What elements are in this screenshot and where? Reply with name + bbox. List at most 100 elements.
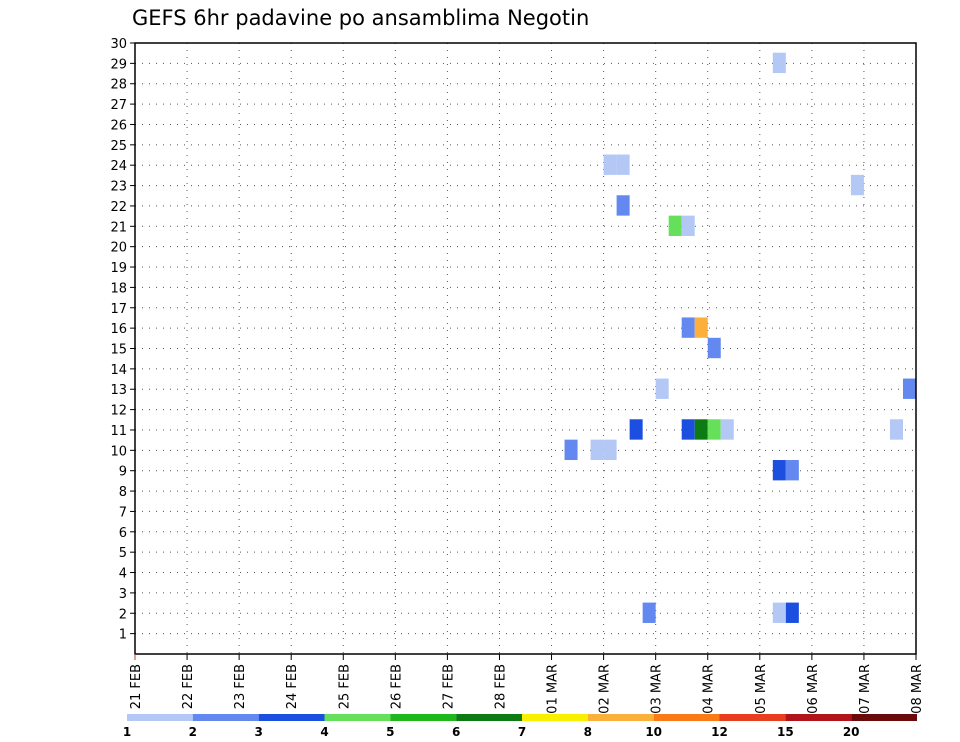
y-tick-label: 5 [119, 546, 127, 561]
legend-swatch [258, 714, 325, 721]
precip-cell [902, 378, 916, 399]
precip-cell [655, 378, 669, 399]
y-tick-label: 19 [110, 261, 127, 276]
x-tick-label: 28 FEB [493, 664, 508, 709]
legend-swatch [587, 714, 654, 721]
y-tick-label: 29 [110, 57, 127, 72]
plot-axes [134, 42, 917, 655]
legend-swatch [522, 714, 588, 721]
y-tick-label: 16 [110, 322, 127, 337]
y-tick-label: 21 [110, 220, 127, 235]
y-tick-label: 10 [110, 444, 127, 459]
x-tick-label: 05 MAR [754, 664, 769, 714]
precip-cell [590, 439, 604, 461]
legend-label: 4 [320, 725, 328, 739]
y-tick-label: 11 [110, 424, 127, 439]
x-tick-label: 01 MAR [546, 664, 561, 714]
precip-cell [681, 419, 695, 440]
y-tick-label: 28 [110, 78, 127, 93]
precip-cell [629, 419, 643, 440]
legend-swatch [785, 714, 852, 721]
y-tick-label: 9 [119, 465, 127, 480]
x-tick-label: 03 MAR [650, 664, 665, 714]
y-axis-ticks: 1234567891011121314151617181920212223242… [110, 37, 135, 643]
legend-label: 1 [123, 725, 131, 739]
precip-cell [772, 602, 786, 623]
y-tick-label: 25 [110, 139, 127, 154]
y-tick-label: 3 [119, 587, 127, 602]
y-tick-label: 14 [110, 363, 127, 378]
y-tick-label: 4 [119, 567, 127, 582]
y-tick-label: 23 [110, 180, 127, 195]
legend-label: 10 [645, 725, 662, 739]
precip-cell [772, 52, 786, 74]
precip-cell [616, 195, 630, 216]
y-tick-label: 8 [119, 485, 127, 500]
precip-cell [785, 460, 799, 481]
y-tick-label: 22 [110, 200, 127, 215]
x-tick-label: 02 MAR [598, 664, 613, 714]
grid-lines [135, 42, 916, 654]
legend-swatch [456, 714, 522, 721]
x-tick-label: 23 FEB [233, 664, 248, 709]
precip-cell [603, 439, 617, 461]
legend-label: 15 [777, 725, 794, 739]
ensemble-cells [564, 52, 916, 623]
precip-cell [616, 154, 630, 175]
legend-swatch [851, 714, 917, 721]
y-tick-label: 1 [119, 628, 127, 643]
color-legend: 1 2 3 4 5 6 7 8 10 12 15 20 [123, 714, 917, 739]
legend-swatch [192, 714, 259, 721]
x-tick-label: 07 MAR [858, 664, 873, 714]
y-tick-label: 12 [110, 404, 127, 419]
y-tick-label: 30 [110, 37, 127, 52]
legend-swatch [653, 714, 720, 721]
precip-cell [681, 317, 695, 338]
legend-swatch [719, 714, 786, 721]
precip-cell [694, 419, 708, 440]
legend-label: 7 [518, 725, 526, 739]
precip-cell [642, 602, 656, 623]
legend-label: 8 [584, 725, 592, 739]
x-axis-ticks: 21 FEB 22 FEB 23 FEB 24 FEB 25 FEB 26 FEB 27 F… [129, 654, 925, 714]
y-tick-label: 17 [110, 302, 127, 317]
x-tick-label: 25 FEB [337, 664, 352, 709]
precip-cell [668, 215, 682, 236]
y-tick-label: 6 [119, 526, 127, 541]
x-tick-label: 27 FEB [441, 664, 456, 709]
precip-cell [603, 154, 617, 175]
y-tick-label: 13 [110, 383, 127, 398]
legend-label: 20 [843, 725, 860, 739]
legend-swatch [324, 714, 391, 721]
precip-cell [694, 317, 708, 338]
precip-cell [772, 460, 786, 481]
legend-swatch [127, 714, 193, 721]
y-tick-label: 15 [110, 343, 127, 358]
precip-cell [889, 419, 903, 440]
x-tick-label: 22 FEB [181, 664, 196, 709]
precip-cell [564, 439, 578, 461]
x-tick-label: 04 MAR [702, 664, 717, 714]
precip-cell [720, 419, 734, 440]
plot-frame [134, 42, 917, 655]
legend-label: 6 [452, 725, 460, 739]
precip-cell [707, 337, 721, 359]
chart-title: GEFS 6hr padavine po ansamblima Negotin [132, 6, 589, 30]
y-tick-label: 18 [110, 281, 127, 296]
x-tick-label: 21 FEB [129, 664, 144, 709]
y-tick-label: 24 [110, 159, 127, 174]
x-tick-label: 26 FEB [389, 664, 404, 709]
precip-cell [681, 215, 695, 236]
legend-label: 5 [386, 725, 394, 739]
legend-label: 12 [711, 725, 728, 739]
y-tick-label: 26 [110, 118, 127, 133]
y-tick-label: 7 [119, 505, 127, 520]
x-tick-label: 06 MAR [806, 664, 821, 714]
legend-label: 3 [254, 725, 262, 739]
precip-cell [785, 602, 799, 623]
legend-swatch [390, 714, 457, 721]
y-tick-label: 20 [110, 241, 127, 256]
y-tick-label: 2 [119, 607, 127, 622]
legend-label: 2 [189, 725, 197, 739]
